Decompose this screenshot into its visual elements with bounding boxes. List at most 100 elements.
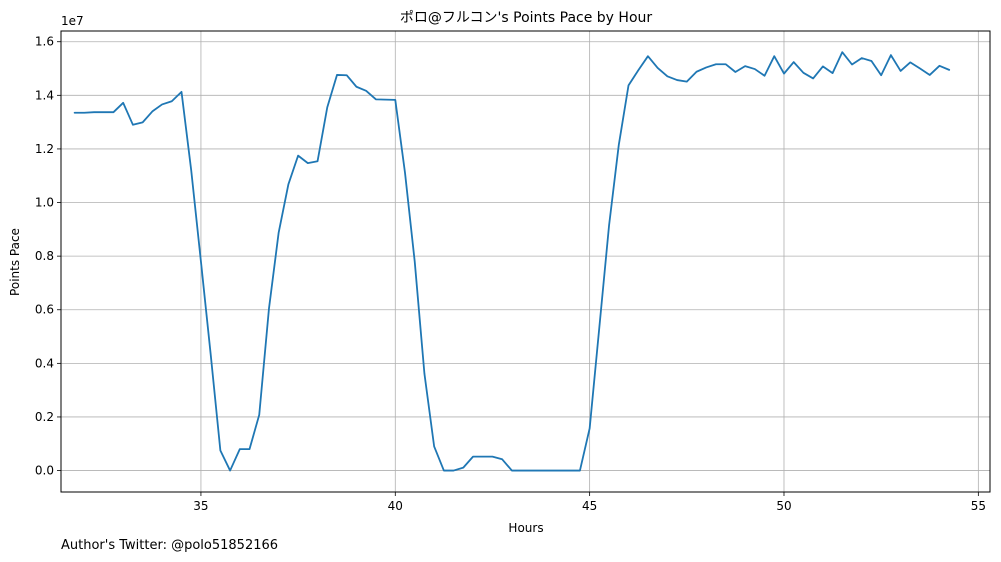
- y-tick-label: 0.6: [35, 303, 54, 317]
- data-point: [588, 427, 591, 430]
- data-point: [559, 469, 562, 472]
- data-point: [637, 69, 640, 72]
- data-point: [384, 98, 387, 101]
- data-point: [928, 73, 931, 76]
- data-point: [598, 326, 601, 329]
- data-point: [472, 455, 475, 458]
- data-point: [608, 224, 611, 227]
- data-point: [326, 106, 329, 109]
- data-point: [627, 84, 630, 87]
- data-point: [812, 77, 815, 80]
- data-point: [821, 65, 824, 68]
- data-point: [287, 183, 290, 186]
- y-tick-label: 1.4: [35, 88, 54, 102]
- data-point: [73, 111, 76, 114]
- data-point: [394, 98, 397, 101]
- data-point: [578, 469, 581, 472]
- data-point: [131, 123, 134, 126]
- data-point: [549, 469, 552, 472]
- x-tick-label: 35: [193, 499, 208, 513]
- data-point: [656, 66, 659, 69]
- data-point: [676, 79, 679, 82]
- x-tick-label: 40: [388, 499, 403, 513]
- data-point: [491, 455, 494, 458]
- y-axis-offset-label: 1e7: [61, 14, 84, 28]
- data-point: [481, 455, 484, 458]
- data-point: [306, 162, 309, 165]
- data-point: [161, 103, 164, 106]
- data-point: [501, 458, 504, 461]
- data-point: [899, 69, 902, 72]
- data-point: [297, 154, 300, 157]
- data-point: [190, 169, 193, 172]
- data-point: [724, 63, 727, 66]
- data-point: [219, 449, 222, 452]
- data-point: [860, 57, 863, 60]
- data-point: [93, 111, 96, 114]
- x-axis-ticks: 35 40 45 50 55: [193, 492, 986, 513]
- data-point: [112, 111, 115, 114]
- data-point: [423, 372, 426, 375]
- data-point: [792, 61, 795, 64]
- data-point: [413, 260, 416, 263]
- data-point: [510, 469, 513, 472]
- data-point: [841, 51, 844, 54]
- y-tick-label: 1.0: [35, 196, 54, 210]
- data-point: [753, 68, 756, 71]
- data-point: [919, 67, 922, 70]
- data-point: [170, 100, 173, 103]
- data-point: [666, 75, 669, 78]
- y-tick-label: 0.4: [35, 356, 54, 370]
- data-point: [948, 68, 951, 71]
- data-point: [773, 55, 776, 58]
- x-tick-label: 50: [776, 499, 791, 513]
- plot-area-frame: [60, 30, 991, 493]
- data-point: [646, 55, 649, 58]
- data-point: [763, 74, 766, 77]
- data-point: [938, 64, 941, 67]
- data-point: [452, 469, 455, 472]
- x-tick-label: 55: [971, 499, 986, 513]
- data-point: [267, 307, 270, 310]
- data-point: [889, 54, 892, 57]
- data-point: [258, 413, 261, 416]
- data-point: [209, 352, 212, 355]
- data-point: [151, 110, 154, 113]
- author-credit: Author's Twitter: @polo51852166: [61, 538, 279, 553]
- data-point: [433, 445, 436, 448]
- data-point: [365, 89, 368, 92]
- data-point: [685, 80, 688, 83]
- data-point: [569, 469, 572, 472]
- data-point: [345, 74, 348, 77]
- data-point: [462, 466, 465, 469]
- x-axis-label: Hours: [508, 521, 543, 535]
- data-point: [705, 66, 708, 69]
- series-layer: [73, 51, 951, 472]
- data-point: [122, 101, 125, 104]
- data-point: [199, 260, 202, 263]
- data-point: [180, 90, 183, 93]
- data-point: [374, 98, 377, 101]
- data-point: [734, 71, 737, 74]
- data-point: [404, 171, 407, 174]
- y-tick-label: 1.6: [35, 35, 54, 49]
- data-point: [316, 160, 319, 163]
- data-point: [229, 469, 232, 472]
- x-tick-label: 45: [582, 499, 597, 513]
- y-tick-label: 1.2: [35, 142, 54, 156]
- data-point: [802, 71, 805, 74]
- data-point: [141, 121, 144, 124]
- data-point: [695, 70, 698, 73]
- data-point: [520, 469, 523, 472]
- data-point: [442, 469, 445, 472]
- data-point: [540, 469, 543, 472]
- data-point: [335, 73, 338, 76]
- y-tick-label: 0.0: [35, 464, 54, 478]
- data-point: [102, 111, 105, 114]
- data-point: [870, 60, 873, 63]
- data-point: [851, 63, 854, 66]
- chart-title: ポロ@フルコン's Points Pace by Hour: [400, 10, 653, 26]
- y-axis-label: Points Pace: [8, 228, 22, 296]
- data-point: [277, 231, 280, 234]
